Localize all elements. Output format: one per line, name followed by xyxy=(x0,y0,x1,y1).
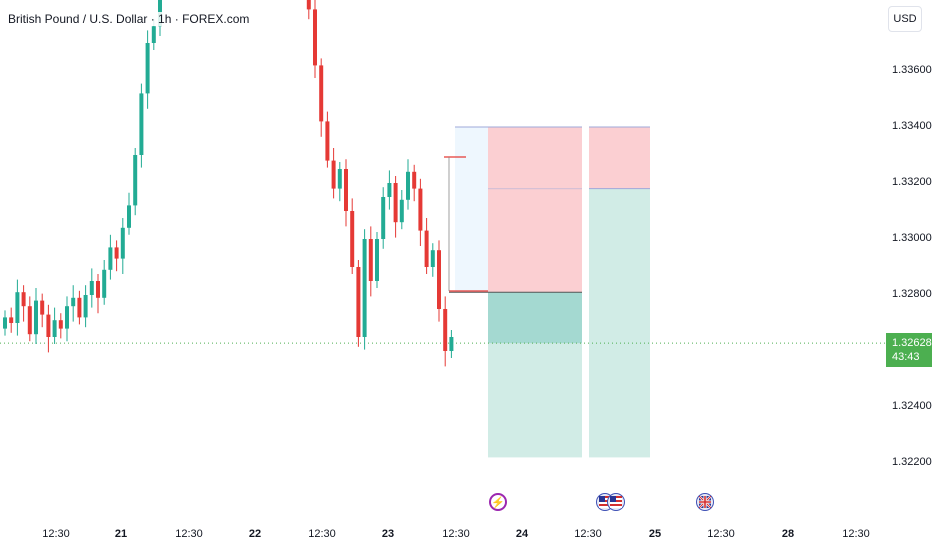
currency-button[interactable]: USD xyxy=(888,6,922,32)
price-axis-label: 1.33000 xyxy=(892,232,932,244)
time-axis-label: 12:30 xyxy=(842,528,870,540)
current-price-tag: 1.32628 43:43 xyxy=(886,333,932,367)
candle-down xyxy=(46,314,51,337)
candle-down xyxy=(313,9,317,66)
candle-down xyxy=(412,171,417,189)
us-flag-icon-2[interactable] xyxy=(607,493,625,511)
candle-down xyxy=(443,309,448,351)
candle-down xyxy=(356,267,361,337)
stop-loss-zone-2 xyxy=(589,127,650,189)
candle-up xyxy=(15,292,20,323)
time-axis-label: 12:30 xyxy=(574,528,602,540)
current-price-value: 1.32628 xyxy=(892,337,932,349)
candle-down xyxy=(114,247,119,259)
candle-down xyxy=(350,211,355,267)
candle-up xyxy=(133,155,138,206)
candle-up xyxy=(362,239,367,337)
time-axis-label: 28 xyxy=(781,528,795,540)
candle-up xyxy=(399,199,404,223)
candle-up xyxy=(65,306,69,329)
candle-down xyxy=(437,250,441,309)
time-axis-label: 12:30 xyxy=(42,528,70,540)
candle-down xyxy=(319,65,324,122)
candle-up xyxy=(430,250,435,267)
time-axis-label: 21 xyxy=(114,528,128,540)
time-axis-label: 24 xyxy=(515,528,529,540)
candle-up xyxy=(406,171,410,200)
candle-up xyxy=(449,337,454,351)
candle-up xyxy=(52,320,57,337)
candle-down xyxy=(368,239,373,281)
time-axis-label: 12:30 xyxy=(308,528,336,540)
candle-down xyxy=(96,281,100,298)
price-axis-label: 1.32400 xyxy=(892,400,932,412)
candle-up xyxy=(108,247,113,270)
price-axis-label: 1.32800 xyxy=(892,288,932,300)
candle-up xyxy=(387,183,392,197)
candle-down xyxy=(21,292,26,307)
candle-up xyxy=(34,300,38,335)
candle-down xyxy=(344,169,348,211)
candle-up xyxy=(139,93,144,155)
candle-up xyxy=(337,169,342,189)
open-profit-zone xyxy=(488,292,582,344)
candle-down xyxy=(9,317,14,323)
candle-up xyxy=(381,197,386,239)
time-axis-label: 25 xyxy=(648,528,662,540)
candle-down xyxy=(331,160,336,189)
candle-down xyxy=(58,320,63,329)
candle-up xyxy=(83,295,88,318)
candle-down xyxy=(40,300,45,315)
candle-down xyxy=(77,297,82,318)
candle-down xyxy=(27,306,32,335)
candle-up xyxy=(71,297,76,307)
candle-up xyxy=(89,281,94,295)
time-axis-label: 12:30 xyxy=(707,528,735,540)
us-flag-glyph xyxy=(610,496,622,508)
stop-loss-zone xyxy=(488,127,582,293)
candle-up xyxy=(127,205,131,228)
time-axis-label: 12:30 xyxy=(175,528,203,540)
candle-up xyxy=(120,227,125,259)
inner-stop-line xyxy=(488,188,582,190)
price-axis-label: 1.32200 xyxy=(892,456,932,468)
candle-up xyxy=(145,43,150,94)
bar-countdown: 43:43 xyxy=(892,351,920,363)
time-axis-label: 12:30 xyxy=(442,528,470,540)
uk-flag-glyph xyxy=(699,496,711,508)
uk-flag-icon[interactable] xyxy=(696,493,714,511)
symbol-title[interactable]: British Pound / U.S. Dollar · 1h · FOREX… xyxy=(6,12,252,26)
candle-up xyxy=(151,26,156,43)
candle-up xyxy=(375,239,379,281)
candle-up xyxy=(3,317,7,329)
price-axis-label: 1.33200 xyxy=(892,176,932,188)
time-axis-label: 23 xyxy=(381,528,395,540)
pre-entry-zone xyxy=(455,127,488,293)
candle-down xyxy=(393,183,398,223)
candle-down xyxy=(306,0,311,10)
price-axis-label: 1.33600 xyxy=(892,64,932,76)
candle-down xyxy=(325,121,330,161)
price-axis-label: 1.33400 xyxy=(892,120,932,132)
candle-down xyxy=(418,188,423,231)
time-axis-label: 22 xyxy=(248,528,262,540)
take-profit-zone-2 xyxy=(589,188,650,458)
lightning-icon[interactable]: ⚡ xyxy=(489,493,507,511)
candle-up xyxy=(102,269,107,298)
candle-down xyxy=(424,230,429,267)
